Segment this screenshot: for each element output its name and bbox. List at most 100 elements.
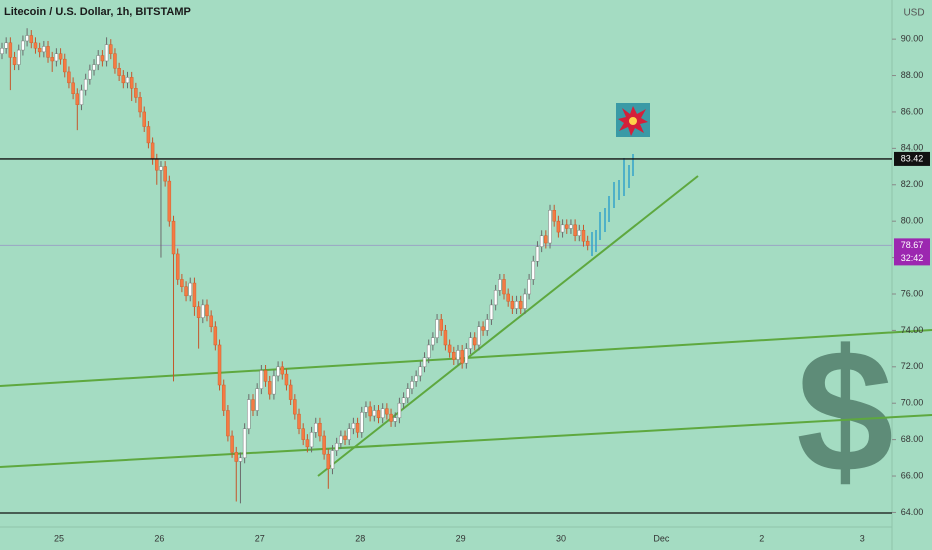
candle-body xyxy=(4,42,8,49)
candle-body xyxy=(46,46,50,58)
candle-body xyxy=(188,282,192,297)
level-label: 83.42 xyxy=(901,153,924,163)
candle-body xyxy=(355,422,360,433)
candle-body xyxy=(431,337,435,346)
y-tick-label: 76.00 xyxy=(901,288,924,298)
candle-body xyxy=(380,408,385,419)
candle-body xyxy=(493,290,498,306)
candle-body xyxy=(447,344,452,353)
level-badge xyxy=(894,151,930,166)
x-tick-label: 26 xyxy=(154,533,164,543)
y-tick-label: 70.00 xyxy=(901,398,924,408)
x-tick-label: 30 xyxy=(556,533,566,543)
candle-body xyxy=(535,246,540,262)
candle-body xyxy=(485,319,490,331)
candle-body xyxy=(129,77,134,89)
candle-body xyxy=(318,422,322,437)
candle-body xyxy=(213,326,218,346)
y-tick-label: 84.00 xyxy=(901,143,924,153)
candle-body xyxy=(573,224,577,236)
candle-body xyxy=(180,279,184,287)
candle-body xyxy=(439,319,443,331)
candle-body xyxy=(565,224,569,229)
candle-body xyxy=(242,428,247,459)
candle-body xyxy=(401,397,406,404)
y-tick-label: 80.00 xyxy=(901,216,924,226)
candle-body xyxy=(37,47,42,53)
candle-body xyxy=(29,35,34,44)
candle-body xyxy=(125,77,130,84)
candle-body xyxy=(376,410,381,419)
candle-body xyxy=(460,350,464,364)
candle-body xyxy=(326,453,331,469)
candle-body xyxy=(155,159,159,171)
candle-body xyxy=(0,47,4,54)
candles xyxy=(0,28,590,504)
candle-body xyxy=(539,235,544,247)
y-tick-label: 72.00 xyxy=(901,361,924,371)
candle-body xyxy=(397,402,402,419)
candle-body xyxy=(544,235,548,244)
candle-body xyxy=(406,388,410,399)
candle-body xyxy=(88,69,92,80)
candle-body xyxy=(322,435,326,455)
candle-body xyxy=(159,166,163,171)
x-tick-label: 25 xyxy=(54,533,64,543)
candle-body xyxy=(100,55,105,62)
candle-body xyxy=(201,304,205,318)
candle-body xyxy=(138,97,142,113)
x-tick-label: 29 xyxy=(456,533,466,543)
candle-body xyxy=(435,319,439,338)
candle-body xyxy=(297,413,301,429)
candle-body xyxy=(247,399,251,429)
candle-body xyxy=(33,42,38,49)
candle-body xyxy=(498,279,502,291)
candle-body xyxy=(309,432,314,448)
candle-body xyxy=(477,326,481,346)
candle-body xyxy=(42,46,46,53)
y-tick-label: 66.00 xyxy=(901,470,924,480)
x-tick-label: 3 xyxy=(860,533,865,543)
candle-body xyxy=(548,210,552,244)
candle-body xyxy=(12,57,17,65)
candle-body xyxy=(510,301,515,309)
candle-body xyxy=(71,82,75,94)
y-tick-label: 74.00 xyxy=(901,325,924,335)
countdown-label: 32:42 xyxy=(901,253,924,263)
candle-body xyxy=(364,406,368,413)
x-tick-label: 27 xyxy=(255,533,265,543)
candle-body xyxy=(418,366,423,377)
candle-body xyxy=(83,78,88,91)
candle-body xyxy=(50,57,54,62)
candle-body xyxy=(389,413,393,422)
candle-body xyxy=(267,381,272,395)
candle-body xyxy=(79,89,84,105)
candle-body xyxy=(184,286,188,297)
y-tick-label: 88.00 xyxy=(901,70,924,80)
candle-body xyxy=(343,435,347,440)
chart-title: Litecoin / U.S. Dollar, 1h, BITSTAMP xyxy=(4,6,191,18)
candle-body xyxy=(67,71,71,84)
x-tick-label: 2 xyxy=(759,533,764,543)
candle-body xyxy=(410,381,414,389)
candle-body xyxy=(569,224,573,229)
x-tick-label: 28 xyxy=(355,533,365,543)
candle-body xyxy=(8,42,13,58)
candle-body xyxy=(217,344,222,386)
candle-body xyxy=(330,450,335,469)
candle-body xyxy=(205,304,209,317)
candle-body xyxy=(443,330,448,346)
candle-body xyxy=(347,428,351,440)
candle-body xyxy=(514,301,519,309)
candle-body xyxy=(272,375,276,395)
candle-body xyxy=(280,366,285,375)
candle-body xyxy=(293,399,297,415)
candle-body xyxy=(556,220,561,233)
candle-body xyxy=(360,412,364,433)
candle-body xyxy=(452,351,456,360)
y-tick-label: 86.00 xyxy=(901,106,924,116)
candle-body xyxy=(113,53,117,69)
candle-body xyxy=(263,370,268,382)
candle-body xyxy=(422,357,427,368)
